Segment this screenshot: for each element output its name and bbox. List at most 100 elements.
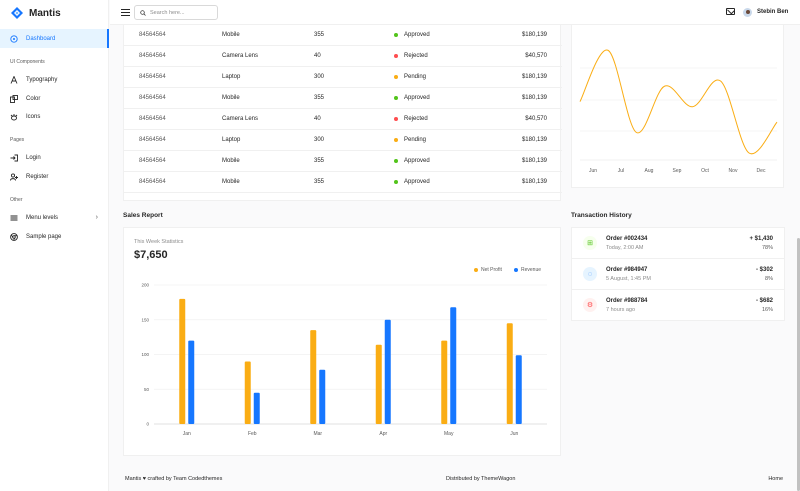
status-badge: Approved [394,179,430,185]
search-box[interactable] [134,5,218,20]
sales-bar-chart: 0 50 100 150 200 Jan Feb Mar Apr May Jun [141,283,547,437]
table-row[interactable]: 84564564 Mobile 355 Approved $180,139 [124,151,562,172]
brand[interactable]: Mantis [11,5,61,21]
bar-revenue[interactable] [253,392,260,424]
y-tick-label: 100 [141,352,149,357]
total-amount: $40,570 [525,53,547,59]
hamburger-menu-icon[interactable] [121,8,130,17]
bar-revenue[interactable] [450,307,457,424]
palette-icon [10,94,18,103]
sidebar-item-dashboard[interactable]: Dashboard [0,29,109,48]
line-series [579,49,778,155]
sales-report-title: Sales Report [123,212,163,219]
footer-credit[interactable]: Mantis ♥ crafted by Team Codedthemes [125,476,223,482]
order-amount: - $682 [755,298,773,304]
page-scrollbar[interactable] [797,238,800,491]
tracking-no[interactable]: 84564564 [139,158,166,164]
bar-net-profit[interactable] [244,361,251,424]
total-amount: $180,139 [521,95,547,101]
table-row[interactable]: 84564564 Mobile 355 Approved $180,139 [124,172,562,193]
bar-revenue[interactable] [384,319,391,424]
status-badge: Approved [394,158,430,164]
order-percent: 16% [761,307,773,313]
bar-net-profit[interactable] [310,330,317,424]
product-name: Mobile [222,95,240,101]
legend-net-profit[interactable]: Net Profit [474,267,502,273]
sidebar-item-color[interactable]: Color [0,89,109,108]
search-input[interactable] [150,9,216,16]
table-row[interactable]: 84564564 Laptop 300 Pending $180,139 [124,67,562,88]
gift-icon: ⊞ [583,236,597,250]
x-tick-label: Oct [701,168,709,174]
x-tick-label: Nov [729,168,738,174]
bar-revenue[interactable] [319,369,326,424]
status-dot [394,75,398,79]
order-number: Order #984947 [606,267,648,273]
quantity: 40 [314,116,321,122]
legend-marker [514,268,518,272]
income-chart-card: Jun Jul Aug Sep Oct Nov Dec [571,25,784,188]
x-tick-label: Jul [618,168,624,174]
bar-revenue[interactable] [515,355,522,424]
message-icon: ◌ [583,267,597,281]
table-row[interactable]: 84564564 Laptop 300 Pending $180,139 [124,130,562,151]
tracking-no[interactable]: 84564564 [139,74,166,80]
avatar[interactable] [743,8,752,17]
x-tick-label: Aug [645,168,654,174]
quantity: 40 [314,53,321,59]
user-add-icon [10,172,18,181]
tracking-no[interactable]: 84564564 [139,116,166,122]
legend-label: Net Profit [481,267,502,273]
sidebar-item-typography[interactable]: Typography [0,70,109,89]
total-amount: $180,139 [521,74,547,80]
transaction-item[interactable]: ⚙ Order #988784 7 hours ago - $682 16% [572,290,784,321]
tracking-no[interactable]: 84564564 [139,32,166,38]
brand-name: Mantis [29,7,61,19]
quantity: 300 [314,74,325,80]
x-tick-label: May [444,431,454,437]
sidebar-item-icons[interactable]: Icons [0,107,109,126]
font-icon [10,75,18,84]
product-name: Mobile [222,32,240,38]
sidebar-item-menu-levels[interactable]: Menu levels › [0,208,109,227]
status-badge: Pending [394,74,426,80]
product-name: Camera Lens [222,53,259,59]
table-row[interactable]: 84564564 Mobile 355 Approved $180,139 [124,25,562,46]
tracking-no[interactable]: 84564564 [139,53,166,59]
footer-home-link[interactable]: Home [768,476,783,482]
tracking-no[interactable]: 84564564 [139,95,166,101]
transaction-history-title: Transaction History [571,212,632,219]
bar-net-profit[interactable] [441,340,448,424]
orders-table: 84564564 Mobile 355 Approved $180,139 8456456… [123,25,562,201]
status-label: Pending [404,137,427,143]
user-name[interactable]: Stebin Ben [757,9,789,15]
transaction-item[interactable]: ◌ Order #984947 5 August, 1:45 PM - $302 8% [572,259,784,290]
bar-net-profit[interactable] [179,298,186,424]
sales-total: $7,650 [134,249,168,261]
product-name: Camera Lens [222,116,259,122]
order-amount: - $302 [755,267,773,273]
transaction-item[interactable]: ⊞ Order #002434 Today, 2:00 AM + $1,430 78% [572,228,784,259]
quantity: 355 [314,32,325,38]
chevron-right-icon: › [95,214,98,221]
order-time: 5 August, 1:45 PM [606,276,651,282]
bar-revenue[interactable] [188,340,195,424]
table-row[interactable]: 84564564 Mobile 355 Approved $180,139 [124,88,562,109]
table-row[interactable]: 84564564 Camera Lens 40 Rejected $40,570 [124,46,562,67]
sidebar-item-label: Color [26,95,41,102]
sidebar-item-sample-page[interactable]: Sample page [0,227,109,246]
status-dot [394,159,398,163]
legend-revenue[interactable]: Revenue [514,267,541,273]
status-badge: Approved [394,95,430,101]
tracking-no[interactable]: 84564564 [139,179,166,185]
bar-net-profit[interactable] [375,344,382,424]
mail-icon[interactable] [726,8,735,15]
footer-distributed[interactable]: Distributed by ThemeWagon [446,476,516,482]
sidebar-item-register[interactable]: Register [0,167,109,186]
order-time: 7 hours ago [606,307,636,313]
sidebar-item-login[interactable]: Login [0,148,109,167]
table-row[interactable]: 84564564 Camera Lens 40 Rejected $40,570 [124,109,562,130]
y-tick-label: 200 [141,283,149,288]
bar-net-profit[interactable] [506,323,513,424]
tracking-no[interactable]: 84564564 [139,137,166,143]
